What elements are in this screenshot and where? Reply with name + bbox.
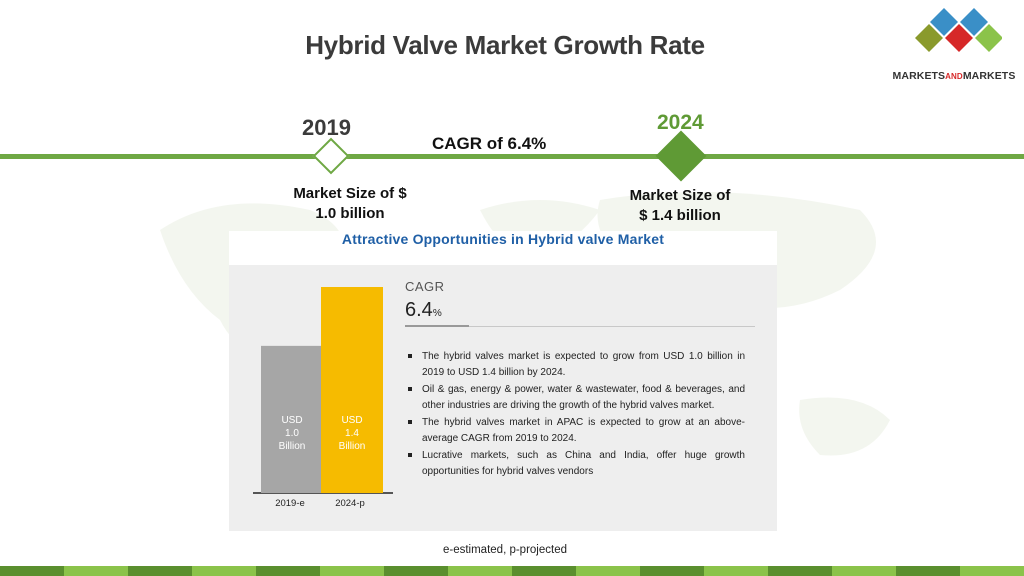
cagr-number: 6.4 (405, 299, 433, 321)
strip-segment (896, 566, 960, 576)
slide-title: Hybrid Valve Market Growth Rate (305, 30, 705, 60)
diamond-cluster-logo-icon (915, 8, 1002, 52)
end-market-size: Market Size of $ 1.4 billion (600, 186, 760, 226)
opportunities-panel: Attractive Opportunities in Hybrid valve… (229, 231, 777, 531)
end-market-size-line-1: Market Size of (629, 187, 731, 204)
cagr-divider (469, 326, 755, 327)
panel-title: Attractive Opportunities in Hybrid valve… (341, 231, 665, 247)
bar-value-label: Billion (339, 441, 366, 452)
bar-2019-e (261, 345, 323, 493)
strip-segment (320, 566, 384, 576)
category-tick-label: 2024-p (335, 498, 365, 509)
bar-value-label: 1.4 (345, 428, 359, 439)
bar-2024-p (321, 287, 383, 493)
strip-segment (64, 566, 128, 576)
cagr-label: CAGR (405, 279, 445, 294)
end-market-size-line-2: $ 1.4 billion (639, 207, 721, 224)
brand-logo: MARKETSANDMARKETS (884, 6, 1020, 86)
start-year: 2019 (302, 115, 351, 140)
timeline-marker-start (312, 137, 350, 175)
start-market-size-line-2: 1.0 billion (315, 205, 385, 222)
panel-header: Attractive Opportunities in Hybrid valve… (229, 231, 777, 265)
strip-segment (384, 566, 448, 576)
logo-wordmark: MARKETSANDMARKETS (892, 70, 1016, 82)
strip-segment (704, 566, 768, 576)
highlight-item: The hybrid valves market is expected to … (405, 349, 745, 380)
bar-value-label: Billion (279, 441, 306, 452)
cagr-underline (405, 325, 469, 327)
highlights-list: The hybrid valves market is expected to … (405, 349, 745, 481)
market-size-bar-chart: USD 1.0 Billion 2019-e USD 1.4 Billion 2024-p (253, 287, 393, 509)
bar-value-label: USD (281, 415, 302, 426)
strip-segment (256, 566, 320, 576)
highlight-item: The hybrid valves market in APAC is expe… (405, 415, 745, 446)
strip-segment (0, 566, 64, 576)
strip-segment (768, 566, 832, 576)
cagr-unit: % (432, 308, 442, 319)
highlight-item: Oil & gas, energy & power, water & waste… (405, 382, 745, 413)
strip-segment (832, 566, 896, 576)
end-year: 2024 (657, 111, 704, 134)
bottom-decor-strip (0, 566, 1024, 576)
bar-value-label: 1.0 (285, 428, 299, 439)
cagr-value: 6.4% (405, 299, 442, 322)
category-tick-label: 2019-e (275, 498, 305, 509)
bar-value-label: USD (341, 415, 362, 426)
start-market-size-line-1: Market Size of $ (293, 185, 407, 202)
timeline-bar (0, 154, 1024, 159)
strip-segment (448, 566, 512, 576)
start-market-size: Market Size of $ 1.0 billion (270, 184, 430, 224)
highlight-item: Lucrative markets, such as China and Ind… (405, 448, 745, 479)
strip-segment (576, 566, 640, 576)
cagr-headline: CAGR of 6.4% (432, 134, 547, 153)
strip-segment (512, 566, 576, 576)
strip-segment (960, 566, 1024, 576)
footnote: e-estimated, p-projected (442, 544, 567, 556)
strip-segment (640, 566, 704, 576)
strip-segment (128, 566, 192, 576)
strip-segment (192, 566, 256, 576)
